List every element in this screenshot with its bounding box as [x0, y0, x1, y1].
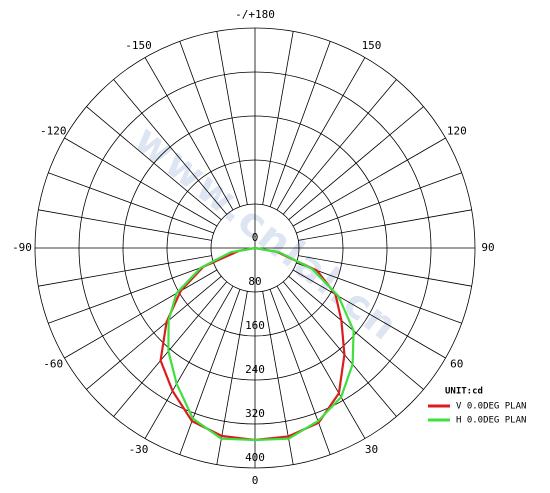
theta-tick-label: -90 — [12, 241, 32, 254]
watermark: www.cnlal.cn — [125, 116, 407, 350]
theta-tick-label: 30 — [365, 443, 378, 456]
r-tick-label: 320 — [245, 407, 265, 420]
spoke — [113, 79, 228, 215]
legend-label: H 0.0DEG PLAN — [456, 416, 526, 426]
theta-tick-label: -/+180 — [235, 8, 275, 21]
theta-tick-label: -60 — [43, 358, 63, 371]
spoke — [298, 209, 472, 241]
r-tick-label: 0 — [252, 231, 259, 244]
spoke — [179, 289, 241, 455]
series-line — [167, 246, 355, 442]
theta-tick-label: -120 — [40, 125, 67, 138]
spoke — [292, 137, 446, 227]
theta-tick-label: 150 — [362, 39, 382, 52]
spoke — [113, 281, 228, 417]
spoke — [296, 262, 462, 324]
spoke — [144, 285, 234, 439]
spoke — [288, 106, 424, 221]
spoke — [262, 31, 294, 205]
theta-tick-label: 0 — [252, 474, 259, 487]
spoke — [269, 289, 331, 455]
spoke — [64, 269, 218, 359]
spoke — [38, 209, 212, 241]
spoke — [276, 285, 366, 439]
spoke — [48, 172, 214, 234]
spoke — [144, 57, 234, 211]
r-tick-label: 80 — [248, 275, 261, 288]
spoke — [292, 269, 446, 359]
spoke — [216, 31, 248, 205]
spoke — [298, 255, 472, 287]
spoke — [86, 106, 222, 221]
legend-label: V 0.0DEG PLAN — [456, 402, 526, 412]
spoke — [282, 79, 397, 215]
theta-tick-label: 60 — [450, 358, 463, 371]
r-tick-label: 240 — [245, 363, 265, 376]
theta-tick-label: 90 — [481, 241, 494, 254]
r-tick-label: 400 — [245, 451, 265, 464]
spoke — [48, 262, 214, 324]
theta-tick-label: 120 — [447, 125, 467, 138]
spoke — [282, 281, 397, 417]
spoke — [64, 137, 218, 227]
spoke — [38, 255, 212, 287]
spoke — [288, 275, 424, 390]
spoke — [296, 172, 462, 234]
r-tick-label: 160 — [245, 319, 265, 332]
theta-tick-label: -30 — [129, 443, 149, 456]
spoke — [179, 41, 241, 207]
theta-tick-label: -150 — [125, 39, 152, 52]
spoke — [276, 57, 366, 211]
legend-title: UNIT:cd — [445, 387, 483, 397]
spoke — [269, 41, 331, 207]
spoke — [86, 275, 222, 390]
